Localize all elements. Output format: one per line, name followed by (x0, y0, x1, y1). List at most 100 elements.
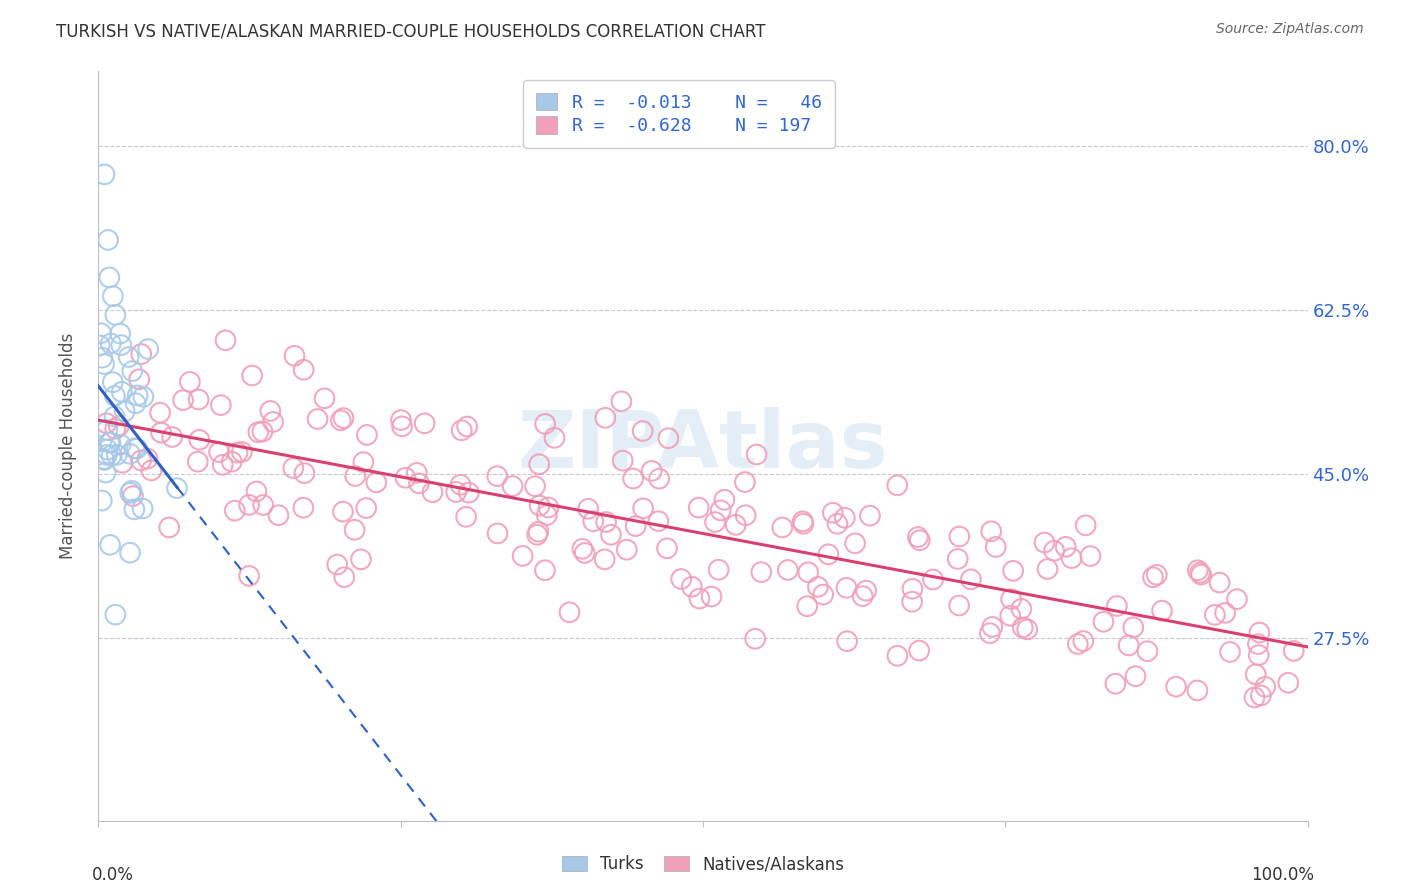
Point (160, 430, 183, 444)
Point (1080, 549, 1102, 563)
Point (1060, 551, 1083, 566)
Point (413, 417, 436, 431)
Point (391, 419, 413, 434)
Point (121, 483, 143, 498)
Point (389, 413, 412, 427)
Point (827, 516, 849, 531)
Point (536, 508, 558, 523)
Point (98, 538, 121, 552)
Point (1142, 570, 1164, 584)
Point (1150, 604, 1173, 618)
Point (450, 477, 472, 491)
Point (796, 599, 818, 614)
Point (1036, 562, 1059, 576)
Point (100, 449, 122, 463)
Point (527, 524, 550, 539)
Point (1071, 634, 1094, 648)
Point (486, 526, 509, 541)
Point (1104, 677, 1126, 691)
Point (129, 347, 152, 361)
Point (127, 388, 149, 402)
Point (1189, 567, 1212, 582)
Point (1213, 606, 1236, 620)
Point (245, 484, 267, 499)
Point (844, 536, 866, 550)
Point (124, 442, 146, 456)
Point (524, 479, 547, 493)
Point (948, 529, 970, 543)
Point (307, 412, 329, 426)
Point (704, 515, 727, 529)
Point (631, 424, 654, 438)
Point (231, 445, 253, 459)
Point (1188, 566, 1211, 580)
Point (901, 582, 924, 596)
Point (486, 469, 509, 483)
Point (797, 566, 820, 580)
Point (262, 415, 284, 429)
Point (576, 501, 599, 516)
Point (214, 334, 236, 348)
Point (612, 453, 634, 467)
Point (329, 413, 352, 427)
Point (631, 501, 654, 516)
Point (1017, 623, 1039, 637)
Point (422, 485, 444, 500)
Point (1247, 648, 1270, 662)
Point (734, 475, 756, 489)
Point (259, 404, 281, 418)
Point (526, 528, 548, 542)
Point (450, 423, 472, 437)
Point (979, 626, 1001, 640)
Point (571, 541, 593, 556)
Point (96, 448, 118, 462)
Point (908, 533, 931, 548)
Point (1208, 575, 1230, 590)
Point (745, 447, 768, 461)
Point (1054, 540, 1077, 554)
Point (118, 546, 141, 560)
Point (529, 457, 551, 471)
Point (960, 572, 983, 586)
Point (835, 581, 858, 595)
Point (98, 435, 121, 450)
Point (172, 393, 194, 408)
Point (111, 456, 134, 470)
Point (354, 501, 377, 516)
Point (101, 289, 124, 303)
Point (855, 583, 877, 598)
Point (922, 573, 945, 587)
Point (616, 542, 638, 557)
Point (90, 326, 112, 341)
Point (859, 508, 882, 523)
Point (141, 463, 163, 477)
Point (252, 425, 274, 439)
Point (457, 485, 479, 500)
Point (96, 417, 118, 431)
Point (93, 168, 115, 182)
Point (122, 489, 145, 503)
Point (1067, 637, 1090, 651)
Point (744, 632, 766, 646)
Point (120, 486, 142, 500)
Point (901, 595, 924, 609)
Point (1074, 518, 1097, 533)
Point (150, 425, 173, 440)
Point (648, 472, 671, 486)
Point (292, 500, 315, 515)
Point (946, 552, 969, 566)
Point (224, 503, 246, 517)
Point (252, 498, 274, 512)
Point (707, 563, 730, 577)
Point (356, 428, 378, 442)
Point (724, 517, 747, 532)
Point (1244, 667, 1267, 681)
Point (332, 411, 354, 425)
Point (681, 580, 703, 594)
Point (512, 549, 534, 563)
Point (283, 349, 305, 363)
Point (1250, 689, 1272, 703)
Point (776, 563, 799, 577)
Point (886, 648, 908, 663)
Point (96, 423, 118, 437)
